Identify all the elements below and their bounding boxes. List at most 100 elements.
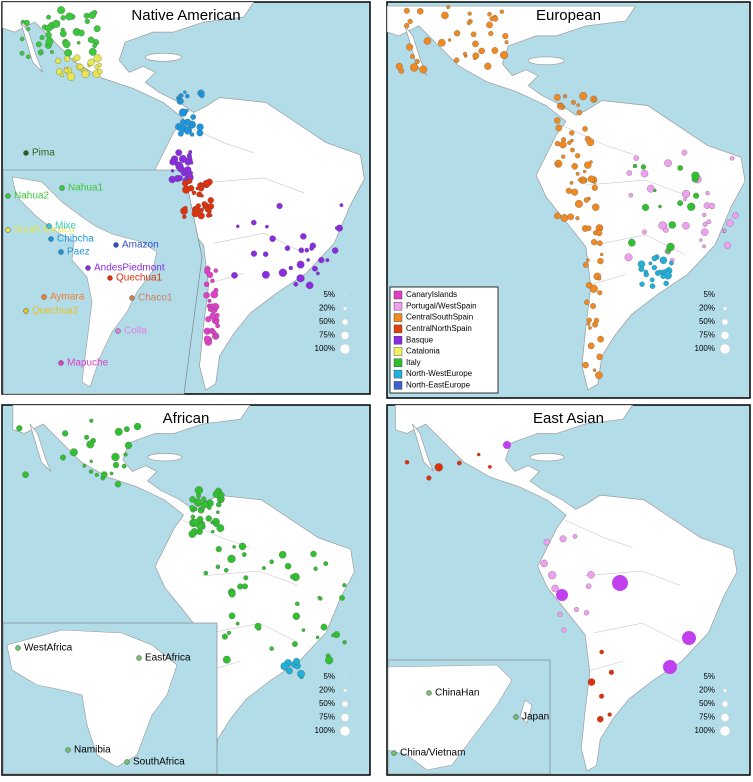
sample-dot <box>665 248 671 254</box>
sample-dot <box>175 149 183 157</box>
legend-label: Portugal/WestSpain <box>406 301 477 310</box>
sample-dot <box>699 238 703 242</box>
sample-dot <box>64 48 73 57</box>
sample-dot <box>702 221 708 227</box>
sample-dot <box>453 57 460 63</box>
sample-dot <box>543 538 551 546</box>
size-legend-label: 5% <box>323 672 335 681</box>
sample-dot <box>315 635 320 640</box>
population-dot <box>41 294 47 300</box>
sample-dot <box>112 461 120 469</box>
sample-dot <box>23 19 30 26</box>
sample-dot <box>89 418 94 423</box>
sample-dot <box>504 40 509 45</box>
sample-dot <box>723 241 731 249</box>
sample-dot <box>100 471 108 478</box>
sample-dot <box>222 655 231 664</box>
sample-dot <box>659 256 668 264</box>
sample-dot <box>195 203 201 209</box>
sample-dot <box>269 559 274 565</box>
sample-dot <box>553 94 561 101</box>
size-legend-dot <box>721 700 729 708</box>
sample-dot <box>487 12 492 17</box>
sample-dot <box>261 270 270 279</box>
sample-dot <box>269 235 276 242</box>
sample-dot <box>35 41 42 48</box>
inset-label: Paez <box>67 247 90 258</box>
sample-dot <box>706 219 712 224</box>
size-legend-label: 50% <box>319 317 335 326</box>
sample-dot <box>658 204 662 209</box>
sample-dot <box>207 505 212 510</box>
sample-dot <box>585 225 592 232</box>
sample-dot <box>88 47 97 56</box>
sample-dot <box>597 257 604 265</box>
sample-dot <box>708 202 716 210</box>
sample-dot <box>560 214 569 222</box>
sample-dot <box>574 153 581 159</box>
sample-dot <box>682 631 696 645</box>
sample-dot <box>500 51 509 60</box>
sample-dot <box>236 224 240 229</box>
sample-dot <box>73 54 81 62</box>
sample-dot <box>227 554 236 563</box>
sample-dot <box>320 623 328 631</box>
sample-dot <box>410 63 419 72</box>
sample-dot <box>548 571 557 580</box>
sample-dot <box>592 203 600 211</box>
sample-dot <box>284 245 291 251</box>
sample-dot <box>588 326 592 330</box>
sample-dot <box>595 371 603 380</box>
sample-dot <box>66 72 76 81</box>
inset-label: Japan <box>522 712 549 723</box>
panel: African WestAfrica EastAfrica Namibia SouthA… <box>1 404 371 776</box>
sample-dot <box>208 303 213 308</box>
sample-dot <box>559 141 567 149</box>
sample-dot <box>182 185 191 194</box>
sample-dot <box>410 53 415 59</box>
inset-label: WestAfrica <box>24 643 73 654</box>
sample-dot <box>723 229 727 233</box>
sample-dot <box>599 693 605 699</box>
sample-dot <box>404 459 410 465</box>
inset-label: EastAfrica <box>145 653 191 664</box>
inset-label: Chibcha <box>57 234 94 245</box>
size-legend-dot <box>340 713 350 722</box>
sample-dot <box>221 633 228 640</box>
sample-dot <box>232 545 236 549</box>
sample-dot <box>666 242 675 252</box>
sample-dot <box>201 501 209 509</box>
sample-dot <box>193 498 203 507</box>
panel-title: Native American <box>131 7 240 24</box>
sample-dot <box>582 126 588 132</box>
sample-dot <box>262 566 266 571</box>
sample-dot <box>205 316 212 323</box>
sample-dot <box>97 62 102 68</box>
legend-label: North-EastEurope <box>406 381 471 390</box>
size-legend-dot <box>720 331 730 340</box>
sample-dot <box>597 240 603 246</box>
size-legend-dot <box>723 293 727 297</box>
sample-dot <box>312 265 318 272</box>
sample-dot <box>191 190 197 195</box>
sample-dot <box>540 559 548 568</box>
population-dot <box>59 185 65 191</box>
sample-dot <box>587 678 596 686</box>
size-legend-dot <box>339 725 351 737</box>
sample-dot <box>677 200 684 207</box>
sample-dot <box>682 189 691 198</box>
sample-dot <box>224 568 229 573</box>
sample-dot <box>502 33 509 40</box>
sample-dot <box>342 583 347 588</box>
population-dot <box>48 236 54 242</box>
sample-dot <box>60 454 66 461</box>
sample-dot <box>570 147 575 153</box>
legend-swatch <box>393 381 403 390</box>
sample-dot <box>306 258 310 262</box>
sample-dot <box>207 203 215 210</box>
sample-dot <box>215 546 222 553</box>
sample-dot <box>339 594 345 601</box>
sample-dot <box>586 138 595 147</box>
sample-dot <box>599 252 604 257</box>
